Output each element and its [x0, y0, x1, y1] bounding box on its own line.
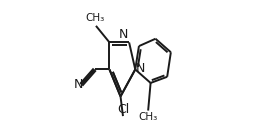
Text: CH₃: CH₃: [138, 112, 157, 122]
Text: N: N: [74, 78, 83, 91]
Text: Cl: Cl: [117, 103, 130, 116]
Text: N: N: [119, 28, 128, 41]
Text: CH₃: CH₃: [85, 13, 104, 23]
Text: N: N: [136, 62, 145, 75]
